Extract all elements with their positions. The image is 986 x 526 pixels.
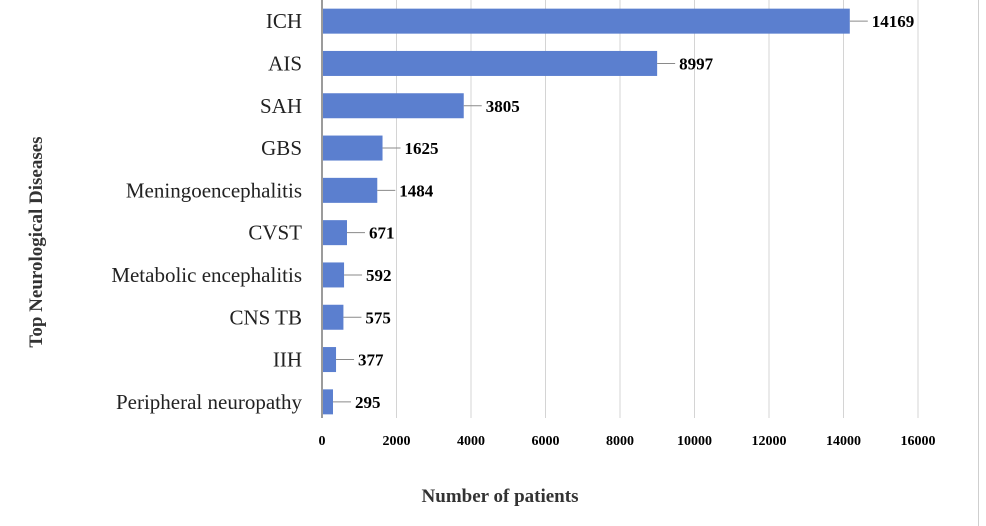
category-label: AIS bbox=[268, 51, 302, 75]
bars: 14169 8997 3805 1625 1484 671 592 575 377 295 bbox=[323, 8, 915, 415]
bar bbox=[323, 93, 464, 119]
category-label: CVST bbox=[248, 221, 302, 245]
value-label: 295 bbox=[355, 393, 381, 412]
x-tick-label: 12000 bbox=[752, 434, 787, 449]
value-label: 592 bbox=[366, 266, 392, 285]
category-labels: ICH AIS SAH GBS Meningoencephalitis CVST Metab… bbox=[111, 9, 302, 414]
category-label: GBS bbox=[261, 136, 302, 160]
y-axis-title: Top Neurological Diseases bbox=[26, 136, 47, 347]
bar bbox=[323, 8, 850, 34]
value-label: 3805 bbox=[486, 97, 520, 116]
value-label: 575 bbox=[365, 308, 391, 327]
bar bbox=[323, 135, 383, 161]
x-tick-label: 6000 bbox=[532, 434, 560, 449]
value-label: 14169 bbox=[872, 12, 915, 31]
category-label: IIH bbox=[273, 348, 302, 372]
value-label: 1625 bbox=[405, 139, 439, 158]
bar bbox=[323, 177, 378, 203]
x-tick-label: 2000 bbox=[383, 434, 411, 449]
x-tick-label: 0 bbox=[319, 434, 326, 449]
category-label: SAH bbox=[260, 94, 302, 118]
value-label: 377 bbox=[358, 351, 384, 370]
value-label: 671 bbox=[369, 224, 395, 243]
category-label: Peripheral neuropathy bbox=[116, 390, 303, 414]
bar bbox=[323, 304, 344, 330]
bar bbox=[323, 389, 333, 415]
bar bbox=[323, 50, 658, 76]
category-label: Metabolic encephalitis bbox=[111, 263, 302, 287]
x-tick-labels: 0 2000 4000 6000 8000 10000 12000 14000 16000 bbox=[319, 434, 936, 449]
bar bbox=[323, 262, 345, 288]
x-tick-label: 14000 bbox=[826, 434, 861, 449]
x-tick-label: 8000 bbox=[606, 434, 634, 449]
bar bbox=[323, 220, 347, 246]
x-tick-label: 16000 bbox=[901, 434, 936, 449]
x-axis-title: Number of patients bbox=[422, 486, 579, 507]
category-label: CNS TB bbox=[229, 305, 302, 329]
right-border bbox=[978, 0, 979, 526]
x-tick-label: 10000 bbox=[677, 434, 712, 449]
category-label: ICH bbox=[266, 9, 302, 33]
value-label: 8997 bbox=[679, 54, 714, 73]
value-label: 1484 bbox=[399, 181, 434, 200]
bar bbox=[323, 347, 337, 373]
category-label: Meningoencephalitis bbox=[126, 178, 302, 202]
x-tick-label: 4000 bbox=[457, 434, 485, 449]
